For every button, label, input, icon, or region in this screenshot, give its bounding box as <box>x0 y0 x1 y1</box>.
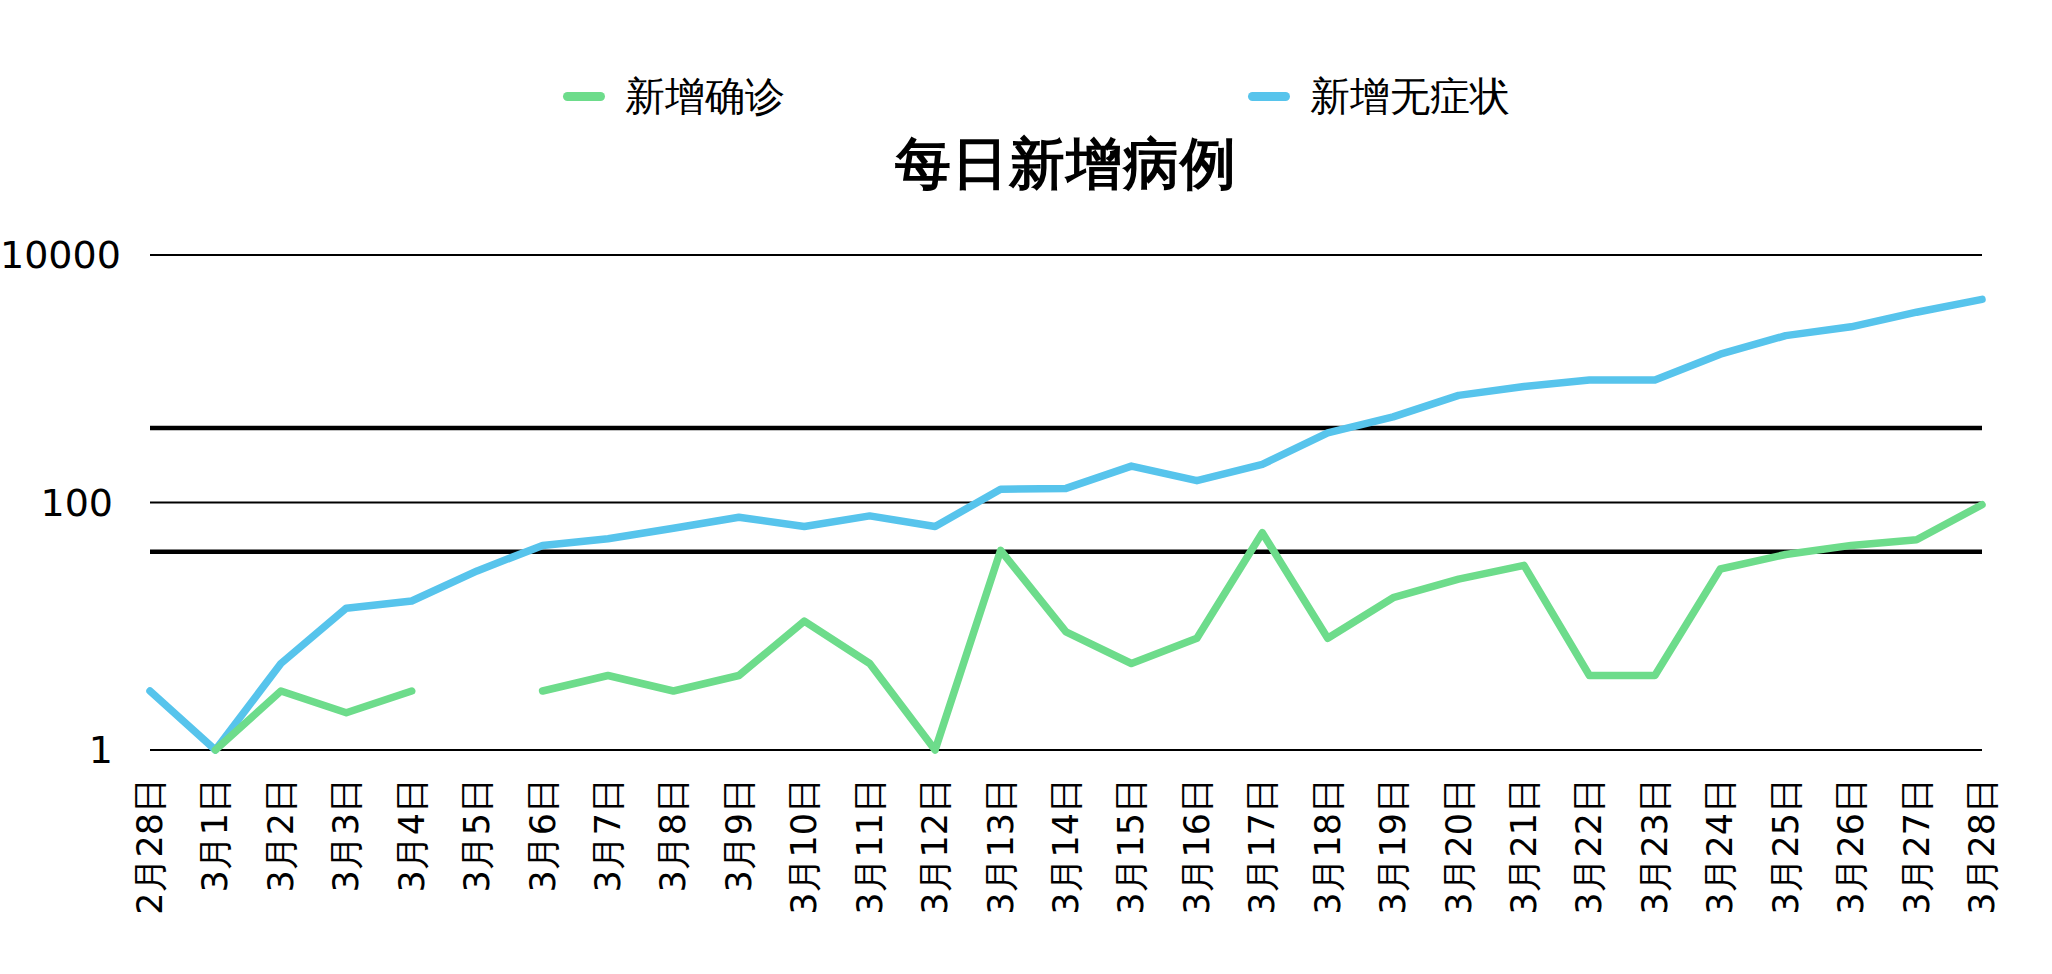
x-axis-tick-label: 3月2日 <box>260 778 302 974</box>
x-axis-tick-label: 3月12日 <box>914 778 956 974</box>
x-axis-tick-label: 3月7日 <box>587 778 629 974</box>
x-axis-tick-label: 3月10日 <box>783 778 825 974</box>
series-line-new-asymptomatic <box>150 299 1982 750</box>
x-axis-tick-label: 3月26日 <box>1830 778 1872 974</box>
x-axis-tick-label: 3月4日 <box>391 778 433 974</box>
y-axis-tick-label: 100 <box>0 479 113 527</box>
x-axis-tick-label: 3月9日 <box>718 778 760 974</box>
x-axis-tick-label: 3月5日 <box>456 778 498 974</box>
x-axis-tick-label: 3月28日 <box>1961 778 2003 974</box>
x-axis-tick-label: 3月24日 <box>1699 778 1741 974</box>
x-axis-tick-label: 2月28日 <box>129 778 171 974</box>
x-axis-tick-label: 3月14日 <box>1045 778 1087 974</box>
x-axis-tick-label: 3月11日 <box>849 778 891 974</box>
x-axis-tick-label: 3月17日 <box>1241 778 1283 974</box>
y-axis-tick-label: 1 <box>0 726 113 774</box>
x-axis-tick-label: 3月13日 <box>980 778 1022 974</box>
chart-plot-area <box>0 0 2052 974</box>
y-axis-tick-label: 10000 <box>0 231 113 279</box>
x-axis-tick-label: 3月3日 <box>325 778 367 974</box>
x-axis-tick-label: 3月21日 <box>1503 778 1545 974</box>
x-axis-tick-label: 3月25日 <box>1765 778 1807 974</box>
x-axis-tick-label: 3月16日 <box>1176 778 1218 974</box>
x-axis-tick-label: 3月19日 <box>1372 778 1414 974</box>
x-axis-tick-label: 3月8日 <box>652 778 694 974</box>
x-axis-tick-label: 3月6日 <box>522 778 564 974</box>
x-axis-tick-label: 3月1日 <box>194 778 236 974</box>
daily-new-cases-chart: 新增确诊 新增无症状 每日新增病例 100001001 2月28日3月1日3月2… <box>0 0 2052 974</box>
x-axis-tick-label: 3月18日 <box>1307 778 1349 974</box>
x-axis-tick-label: 3月15日 <box>1110 778 1152 974</box>
x-axis-tick-label: 3月27日 <box>1896 778 1938 974</box>
series-line-new-confirmed <box>215 505 1982 750</box>
x-axis-tick-label: 3月22日 <box>1568 778 1610 974</box>
x-axis-tick-label: 3月23日 <box>1634 778 1676 974</box>
x-axis-tick-label: 3月20日 <box>1438 778 1480 974</box>
